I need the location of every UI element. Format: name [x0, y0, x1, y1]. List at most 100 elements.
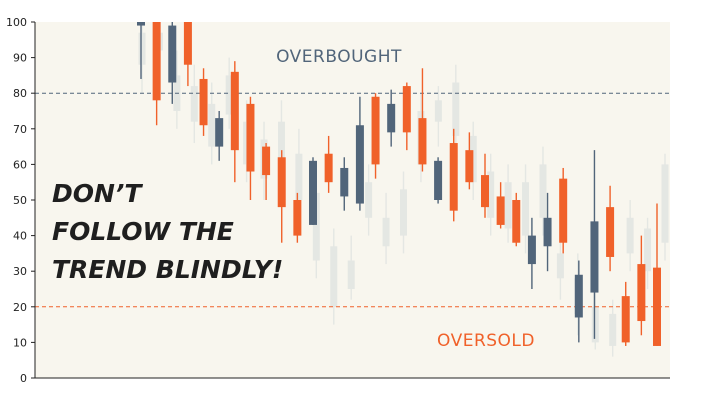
candle-body [402, 86, 411, 133]
candle-body [522, 182, 530, 236]
candle [590, 150, 599, 339]
y-tick-label: 0 [20, 372, 27, 385]
ghost-candle [644, 217, 652, 289]
candle-body [183, 22, 192, 65]
ghost-candle [365, 164, 373, 236]
candle-body [382, 217, 390, 247]
candle [653, 203, 661, 346]
candle-body [661, 164, 669, 243]
y-tick-label: 90 [13, 52, 27, 65]
candle-body [277, 121, 285, 172]
candle-body [434, 100, 442, 122]
candle-body [637, 264, 646, 322]
candle-body [400, 189, 407, 236]
ghost-candle [138, 22, 146, 94]
candle [512, 192, 521, 247]
candle [340, 157, 349, 211]
candle-body [449, 143, 458, 211]
candle-body [653, 267, 661, 346]
candle-body [626, 217, 634, 254]
candle-body [590, 221, 599, 293]
candle [543, 192, 552, 272]
ghost-candle [609, 299, 617, 357]
candle-body [340, 167, 349, 197]
candle [277, 150, 286, 243]
candle [371, 93, 380, 179]
candle [387, 89, 396, 147]
candle-body [487, 171, 495, 218]
candle-body [512, 200, 521, 243]
candle-body [621, 296, 630, 343]
candle-body [190, 86, 198, 122]
candle [496, 182, 505, 229]
ghost-candle [661, 153, 669, 261]
candle [355, 96, 364, 211]
candle-body [246, 103, 255, 172]
candle-body [330, 246, 338, 307]
candle-body [309, 160, 317, 225]
y-tick-label: 30 [13, 265, 27, 278]
candle [402, 82, 411, 151]
overbought-label: OVERBOUGHT [276, 47, 402, 67]
ghost-candle [487, 153, 495, 236]
candle [465, 132, 474, 190]
ghost-candle [504, 164, 512, 243]
candle-body [230, 71, 239, 151]
candle [606, 185, 615, 272]
candle-body [527, 235, 536, 265]
candle-body [225, 75, 233, 115]
candle [418, 68, 427, 172]
ghost-candle [522, 164, 530, 254]
candle-body [371, 96, 380, 165]
ghost-candle [452, 64, 460, 158]
candle [215, 111, 224, 161]
candle-body [504, 182, 512, 229]
candle [559, 167, 568, 254]
y-tick-label: 100 [6, 16, 27, 29]
candle-body [168, 25, 177, 83]
y-tick-label: 60 [13, 158, 27, 171]
candle-body [465, 150, 474, 183]
y-axis-ticks: 0 10 20 30 40 50 60 70 80 90 100 [6, 16, 35, 385]
candle-body [481, 175, 489, 208]
oversold-label: OVERSOLD [437, 331, 535, 351]
candle-body [591, 306, 599, 343]
headline-line-2: FOLLOW THE [52, 217, 234, 246]
candle-body [262, 146, 271, 176]
candle-body [434, 160, 443, 200]
candle [309, 157, 317, 225]
candle-body [312, 192, 320, 261]
ghost-candle [556, 235, 564, 300]
candle [434, 157, 443, 204]
headline: DON’T FOLLOW THE TREND BLINDLY! [52, 179, 283, 284]
candle-body [609, 313, 617, 346]
candle [449, 128, 458, 222]
candle [481, 153, 489, 218]
ghost-candle [539, 146, 547, 236]
candle [183, 22, 192, 87]
candle [137, 22, 145, 79]
candle [637, 235, 646, 336]
candle-body [387, 103, 396, 133]
main-candles [137, 22, 661, 346]
candle [324, 135, 333, 193]
candle-body [496, 196, 505, 225]
y-tick-label: 70 [13, 123, 27, 136]
candle [152, 22, 161, 126]
candle-body [208, 103, 216, 147]
candle-body [556, 253, 564, 279]
candle [262, 143, 271, 200]
candle-body [418, 118, 427, 165]
candle [621, 281, 630, 346]
ghost-candle [591, 289, 599, 350]
candle-body [539, 164, 547, 218]
headline-line-1: DON’T [52, 179, 143, 208]
y-tick-label: 10 [13, 336, 27, 349]
candle-body [277, 157, 286, 208]
ghost-candle [626, 200, 634, 272]
ghost-candle [347, 235, 355, 300]
candle-body [606, 207, 615, 257]
candle-body [452, 82, 460, 136]
ghost-candle [208, 82, 216, 165]
